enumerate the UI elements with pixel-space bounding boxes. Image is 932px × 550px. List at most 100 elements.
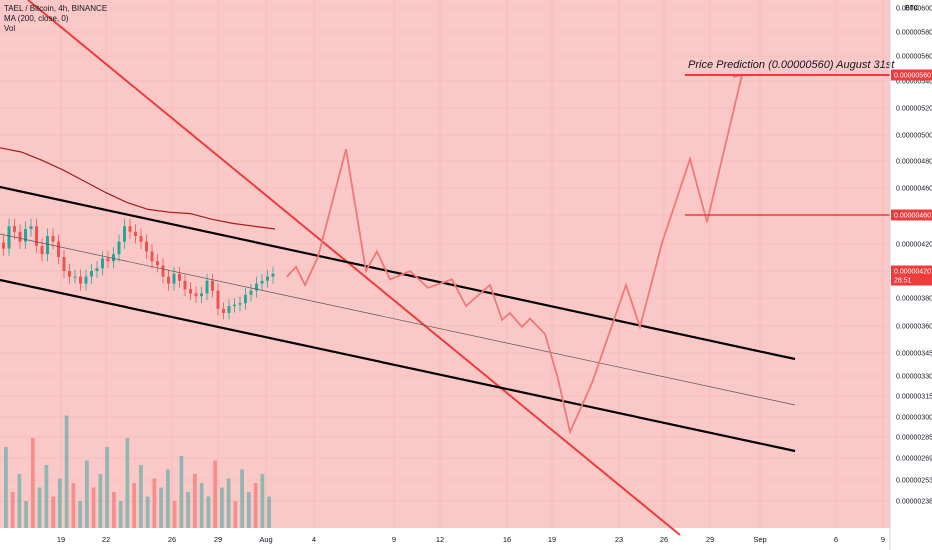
time-axis[interactable]: 19 22 26 29 Aug 4 9 12 16 19 23 26 29 Sep 6 9 bbox=[57, 535, 885, 544]
price-tick-label: 0.00000300 bbox=[896, 415, 932, 422]
time-tick-label: Sep bbox=[753, 535, 766, 544]
candle-body bbox=[2, 242, 5, 249]
volume-bar bbox=[112, 492, 116, 528]
candle-body bbox=[194, 293, 198, 297]
volume-bar bbox=[58, 478, 62, 528]
price-tick-label: 0.00000580 bbox=[896, 30, 932, 37]
volume-bar bbox=[10, 492, 15, 528]
time-tick-label: 16 bbox=[503, 535, 511, 544]
price-tick-label: 0.00000253 bbox=[896, 478, 932, 485]
channel-upper-line[interactable] bbox=[0, 185, 796, 361]
volume-bar bbox=[206, 496, 211, 528]
channel-lower-line[interactable] bbox=[0, 278, 796, 453]
candle-body bbox=[134, 231, 137, 236]
candle-body bbox=[117, 241, 121, 255]
candle-body bbox=[106, 258, 110, 262]
candle-body bbox=[123, 226, 126, 242]
candle-body bbox=[35, 226, 38, 246]
candle-body bbox=[244, 294, 247, 304]
candle-body bbox=[95, 268, 99, 271]
price-tick-label: 0.00000285 bbox=[896, 435, 932, 442]
candle-body bbox=[57, 241, 60, 257]
candle-body bbox=[68, 271, 71, 277]
time-tick-label: 9 bbox=[881, 535, 885, 544]
candle-body bbox=[260, 280, 264, 284]
time-tick-label: 26 bbox=[168, 535, 176, 544]
symbol-title[interactable]: TAEL / Bitcoin, 4h, BINANCE bbox=[4, 4, 108, 13]
candle-body bbox=[18, 231, 22, 242]
volume-bar bbox=[179, 456, 184, 528]
candle-body bbox=[112, 254, 115, 262]
price-axis[interactable]: 0.000006000.000005800.000005600.00000540… bbox=[891, 5, 932, 506]
price-tick-label: 0.00000330 bbox=[896, 374, 932, 381]
volume-bars bbox=[4, 415, 271, 528]
volume-bar bbox=[31, 438, 35, 528]
volume-bar bbox=[172, 501, 177, 528]
candle-body bbox=[238, 303, 242, 305]
horizontal-levels bbox=[685, 74, 890, 216]
channel-mid-line[interactable] bbox=[0, 233, 796, 406]
plot-background bbox=[0, 0, 890, 528]
time-tick-label: 29 bbox=[214, 535, 222, 544]
candle-body bbox=[205, 280, 209, 294]
candle-body bbox=[156, 261, 159, 266]
price-tick-label: 0.00000345 bbox=[896, 351, 932, 358]
candle-body bbox=[150, 251, 154, 262]
price-label-text: 0.00000420 bbox=[894, 269, 931, 276]
volume-bar bbox=[220, 487, 224, 528]
time-tick-label: Aug bbox=[259, 535, 272, 544]
volume-bar bbox=[166, 469, 170, 528]
candle-body bbox=[73, 276, 77, 278]
time-tick-label: 9 bbox=[392, 535, 396, 544]
time-tick-label: 6 bbox=[834, 535, 838, 544]
time-tick-label: 19 bbox=[548, 535, 556, 544]
candle-body bbox=[271, 273, 275, 277]
candle-body bbox=[84, 276, 88, 284]
descending-trendline[interactable] bbox=[27, 0, 681, 536]
time-axis-background bbox=[0, 528, 890, 550]
candle-body bbox=[161, 265, 165, 277]
price-label-text: 28:51 bbox=[894, 278, 912, 285]
price-tick-label: 0.00000315 bbox=[896, 394, 932, 401]
ma-indicator-label[interactable]: MA (200, close, 0) bbox=[4, 14, 69, 23]
price-tick-label: 0.00000600 bbox=[896, 6, 932, 13]
candle-body bbox=[183, 280, 187, 290]
price-tick-label: 0.00000560 bbox=[896, 54, 932, 61]
currency-label: BTC bbox=[905, 5, 919, 12]
volume-bar bbox=[247, 492, 251, 528]
candle-body bbox=[7, 226, 11, 249]
time-tick-label: 12 bbox=[436, 535, 444, 544]
volume-bar bbox=[4, 447, 8, 528]
time-tick-label: 26 bbox=[660, 535, 668, 544]
candle-body bbox=[200, 293, 203, 297]
volume-bar bbox=[85, 460, 89, 528]
price-projection-line[interactable] bbox=[286, 74, 743, 435]
volume-indicator-label[interactable]: Vol bbox=[4, 24, 16, 33]
price-candles bbox=[0, 147, 276, 320]
candle-body bbox=[40, 245, 44, 255]
candle-body bbox=[249, 290, 253, 295]
volume-bar bbox=[98, 474, 103, 528]
volume-bar bbox=[71, 483, 76, 528]
volume-bar bbox=[105, 447, 109, 528]
candle-body bbox=[46, 236, 49, 255]
price-tick-label: 0.00000460 bbox=[896, 186, 932, 193]
candle-body bbox=[222, 308, 225, 313]
candle-body bbox=[101, 258, 104, 269]
candle-body bbox=[29, 226, 33, 229]
ma-200-line bbox=[0, 147, 276, 230]
price-tick-label: 0.00000269 bbox=[896, 456, 932, 463]
time-tick-label: 22 bbox=[102, 535, 110, 544]
volume-bar bbox=[152, 478, 157, 528]
candle-body bbox=[139, 236, 143, 242]
trend-lines bbox=[0, 0, 796, 536]
candle-body bbox=[62, 257, 66, 271]
candle-body bbox=[172, 273, 176, 284]
price-tick-label: 0.00000360 bbox=[896, 324, 932, 331]
price-tick-label: 0.00000380 bbox=[896, 296, 932, 303]
volume-bar bbox=[145, 496, 150, 528]
price-label-badge bbox=[891, 69, 932, 81]
price-label-text: 0.00000460 bbox=[894, 213, 931, 220]
candle-body bbox=[216, 290, 220, 309]
